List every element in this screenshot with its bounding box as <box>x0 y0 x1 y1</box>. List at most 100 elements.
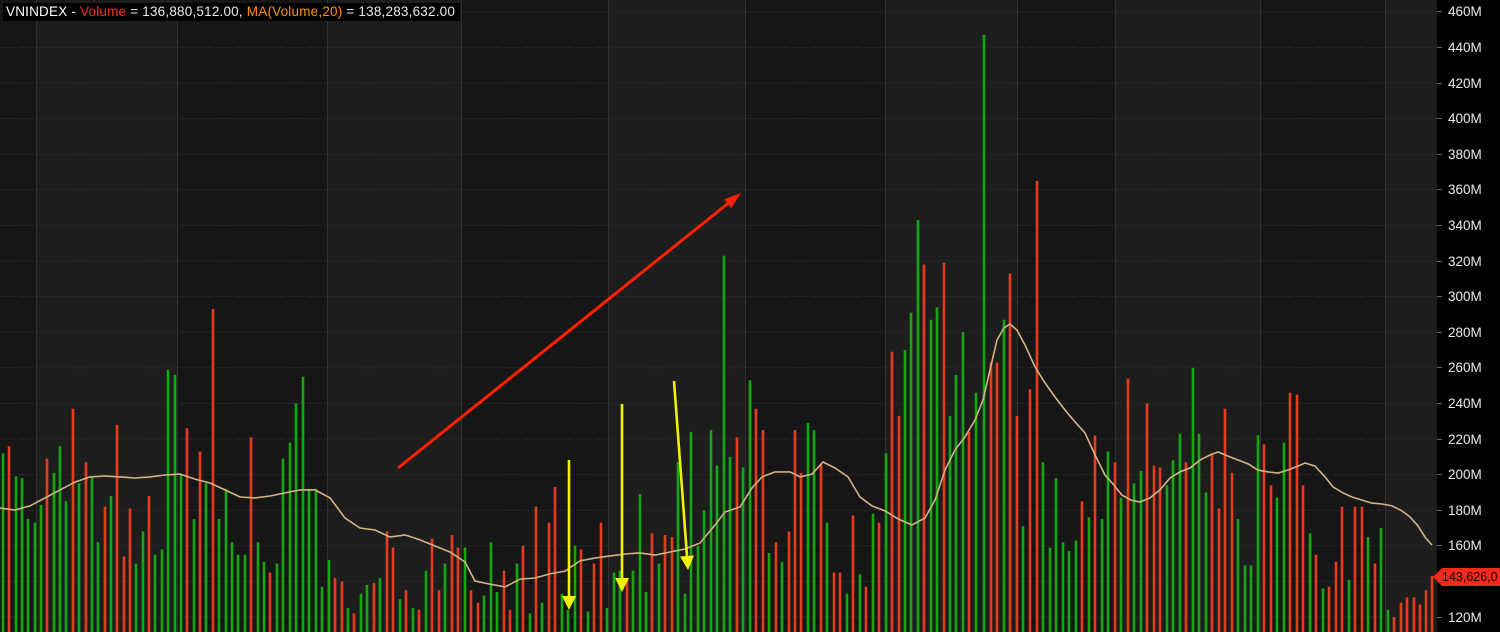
volume-bar[interactable] <box>128 508 132 632</box>
volume-bar[interactable] <box>670 536 674 632</box>
volume-bar[interactable] <box>7 446 11 632</box>
volume-bar[interactable] <box>398 599 402 632</box>
volume-bar[interactable] <box>676 462 680 632</box>
volume-bar[interactable] <box>14 476 18 632</box>
volume-bar[interactable] <box>243 554 247 632</box>
volume-bar[interactable] <box>1145 403 1149 632</box>
volume-bar[interactable] <box>741 467 745 632</box>
volume-bar[interactable] <box>935 307 939 632</box>
volume-bar[interactable] <box>456 547 460 632</box>
volume-bar[interactable] <box>858 574 862 632</box>
down-arrow-head[interactable] <box>680 555 694 570</box>
volume-bar[interactable] <box>922 264 926 632</box>
volume-bar[interactable] <box>96 542 100 632</box>
volume-bar[interactable] <box>838 572 842 632</box>
volume-bar[interactable] <box>663 535 667 632</box>
volume-bar[interactable] <box>1048 547 1052 632</box>
volume-bar[interactable] <box>1288 392 1292 632</box>
volume-bar[interactable] <box>71 408 75 632</box>
volume-bar[interactable] <box>1067 551 1071 632</box>
volume-bar[interactable] <box>476 602 480 632</box>
volume-bar[interactable] <box>122 556 126 632</box>
volume-bar[interactable] <box>1132 483 1136 632</box>
volume-bar[interactable] <box>340 581 344 632</box>
volume-bar[interactable] <box>916 220 920 632</box>
volume-bar[interactable] <box>268 572 272 632</box>
volume-bar[interactable] <box>262 561 266 632</box>
volume-bar[interactable] <box>256 542 260 632</box>
volume-bar[interactable] <box>1430 576 1434 632</box>
ma-line[interactable] <box>0 323 1433 588</box>
volume-bar[interactable] <box>411 608 415 632</box>
price-axis-panel[interactable]: 460M 440M 420M 400M 380M 360M 340M 320M 300M 280M… <box>1437 0 1500 632</box>
volume-bar[interactable] <box>160 549 164 632</box>
volume-bar[interactable] <box>890 351 894 632</box>
volume-bar[interactable] <box>249 437 253 632</box>
volume-bar[interactable] <box>1412 597 1416 632</box>
volume-bar[interactable] <box>77 483 81 632</box>
volume-bar[interactable] <box>625 577 629 632</box>
volume-bar[interactable] <box>812 430 816 632</box>
volume-bar[interactable] <box>236 554 240 632</box>
volume-bar[interactable] <box>1093 435 1097 632</box>
volume-bar[interactable] <box>1230 472 1234 632</box>
volume-bar[interactable] <box>897 415 901 632</box>
volume-bar[interactable] <box>294 403 298 632</box>
volume-bar[interactable] <box>528 613 532 632</box>
volume-bar[interactable] <box>463 547 467 632</box>
volume-bar[interactable] <box>1204 492 1208 632</box>
volume-bar[interactable] <box>115 424 119 632</box>
volume-bar[interactable] <box>288 442 292 632</box>
volume-bar[interactable] <box>644 592 648 632</box>
volume-bar[interactable] <box>39 504 43 632</box>
volume-bar[interactable] <box>1152 465 1156 632</box>
volume-bar[interactable] <box>1171 460 1175 632</box>
volume-bar[interactable] <box>1334 561 1338 632</box>
volume-bar[interactable] <box>599 522 603 632</box>
volume-bar[interactable] <box>84 462 88 632</box>
volume-bar[interactable] <box>482 595 486 632</box>
volume-bar[interactable] <box>1301 485 1305 632</box>
volume-bar[interactable] <box>1353 506 1357 632</box>
volume-bar[interactable] <box>967 431 971 632</box>
volume-bar[interactable] <box>1347 579 1351 632</box>
volume-bar[interactable] <box>560 593 564 632</box>
volume-bar[interactable] <box>592 563 596 632</box>
volume-bar[interactable] <box>961 332 965 632</box>
volume-bar[interactable] <box>761 430 765 632</box>
volume-bar[interactable] <box>540 602 544 632</box>
volume-bar[interactable] <box>320 586 324 632</box>
volume-bar[interactable] <box>799 472 803 632</box>
down-arrow-head[interactable] <box>562 596 576 610</box>
volume-bar[interactable] <box>995 362 999 632</box>
volume-bar[interactable] <box>929 319 933 632</box>
volume-bar[interactable] <box>173 374 177 632</box>
volume-bar[interactable] <box>508 609 512 632</box>
volume-bar[interactable] <box>346 608 350 632</box>
volume-bar[interactable] <box>1308 533 1312 632</box>
volume-bar[interactable] <box>1256 435 1260 632</box>
volume-bar[interactable] <box>825 522 829 632</box>
volume-bar[interactable] <box>618 570 622 632</box>
volume-bar[interactable] <box>1178 433 1182 632</box>
volume-bar[interactable] <box>372 583 376 632</box>
volume-bar[interactable] <box>748 380 752 632</box>
volume-bar[interactable] <box>211 309 215 632</box>
volume-bar[interactable] <box>1035 180 1039 632</box>
volume-bar[interactable] <box>884 453 888 632</box>
volume-bar[interactable] <box>134 563 138 632</box>
volume-bar[interactable] <box>767 552 771 632</box>
volume-bar[interactable] <box>515 563 519 632</box>
volume-bar[interactable] <box>566 609 570 632</box>
down-arrow-head[interactable] <box>615 578 629 592</box>
volume-bar[interactable] <box>469 590 473 632</box>
volume-bar[interactable] <box>1321 588 1325 632</box>
volume-bar[interactable] <box>333 577 337 632</box>
volume-bar[interactable] <box>754 408 758 632</box>
volume-bar[interactable] <box>774 542 778 632</box>
volume-bar[interactable] <box>141 531 145 632</box>
volume-bar[interactable] <box>26 519 30 632</box>
volume-bar[interactable] <box>1087 517 1091 632</box>
volume-bar[interactable] <box>495 592 499 632</box>
volume-bar[interactable] <box>52 472 56 632</box>
